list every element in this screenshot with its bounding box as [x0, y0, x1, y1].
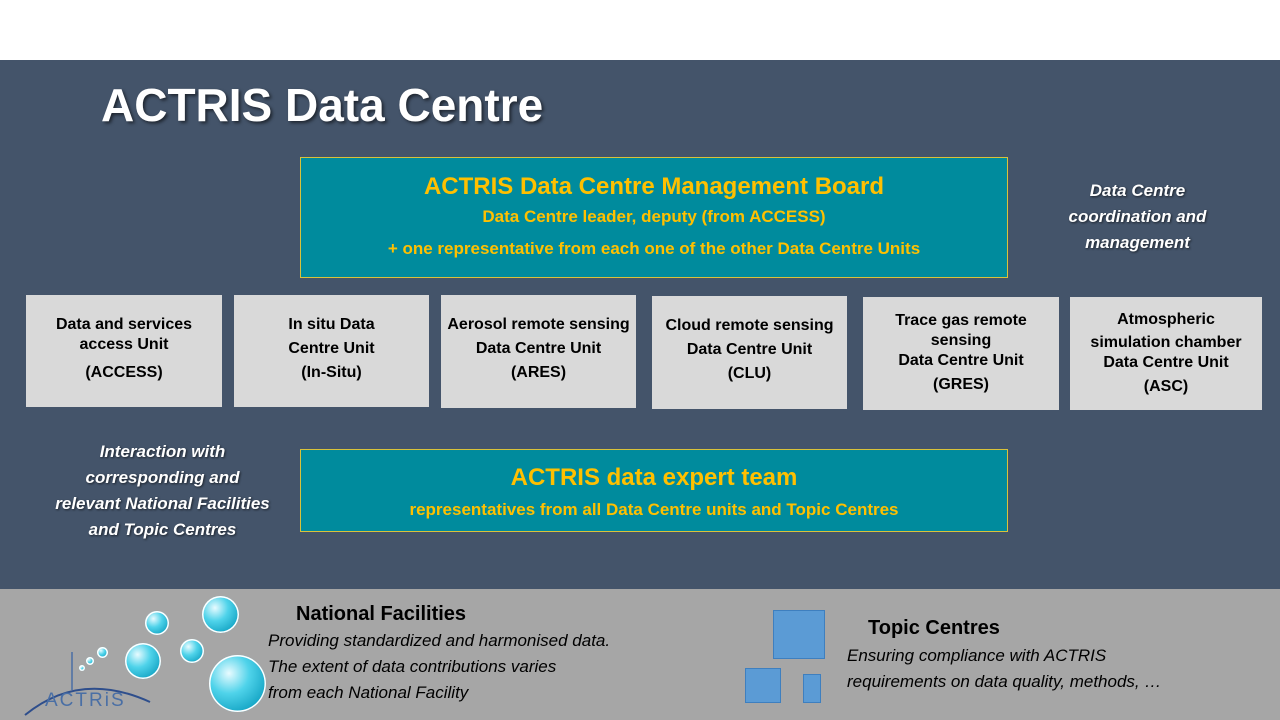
- coordination-label-line: coordination and: [1068, 207, 1207, 226]
- logo-bubble: [145, 611, 169, 635]
- logo-text: ACTRiS: [45, 690, 126, 711]
- interaction-label-line: relevant National Facilities: [55, 494, 270, 513]
- interaction-label-line: Interaction with: [99, 442, 226, 461]
- logo-bubble: [209, 655, 266, 712]
- expert-team-box: ACTRIS data expert team representatives …: [300, 449, 1008, 532]
- unit-name-line: sensing: [930, 332, 992, 349]
- interaction-label: Interaction with corresponding and relev…: [40, 439, 285, 543]
- topic-centres-text: Ensuring compliance with ACTRIS requirem…: [847, 643, 1161, 695]
- unit-name-line: access Unit: [79, 336, 169, 353]
- unit-box-ares: Aerosol remote sensing Data Centre Unit …: [441, 295, 636, 408]
- unit-name-line: Data Centre Unit: [1103, 354, 1229, 371]
- topic-centres-line: requirements on data quality, methods, …: [847, 672, 1162, 691]
- unit-code: (CLU): [727, 365, 772, 382]
- logo-bubble: [202, 596, 239, 633]
- logo-bubble: [97, 647, 108, 658]
- management-board-line2: + one representative from each one of th…: [387, 239, 921, 258]
- unit-name-line: Data Centre Unit: [898, 352, 1024, 369]
- unit-code: (ACCESS): [85, 364, 163, 381]
- unit-box-clu: Cloud remote sensing Data Centre Unit (C…: [652, 296, 847, 409]
- topic-centres-line: Ensuring compliance with ACTRIS: [847, 646, 1107, 665]
- unit-name-line: Data Centre Unit: [475, 340, 602, 357]
- unit-box-in-situ: In situ Data Centre Unit (In-Situ): [234, 295, 429, 407]
- unit-name-line: Atmospheric: [1117, 311, 1215, 328]
- management-board-title: ACTRIS Data Centre Management Board: [423, 173, 885, 200]
- topic-square: [773, 610, 825, 659]
- unit-code: (In-Situ): [301, 364, 362, 381]
- unit-box-access: Data and services access Unit (ACCESS): [26, 295, 222, 407]
- page-title: ACTRIS Data Centre: [101, 79, 544, 131]
- unit-name-line: Aerosol remote sensing: [447, 316, 630, 333]
- unit-name-line: Centre Unit: [288, 340, 375, 357]
- coordination-label: Data Centre coordination and management: [1050, 178, 1225, 256]
- logo-bubble: [125, 643, 161, 679]
- unit-name-line: In situ Data: [288, 316, 375, 333]
- unit-box-asc: Atmospheric simulation chamber Data Cent…: [1070, 297, 1262, 410]
- unit-name-line: Trace gas remote: [895, 312, 1027, 329]
- logo-bubble: [79, 665, 85, 671]
- national-facilities-line: The extent of data contributions varies: [268, 657, 557, 676]
- unit-code: (GRES): [933, 376, 989, 393]
- management-board-box: ACTRIS Data Centre Management Board Data…: [300, 157, 1008, 278]
- interaction-label-line: and Topic Centres: [88, 520, 237, 539]
- logo-bubble: [86, 657, 94, 665]
- national-facilities-title: National Facilities: [296, 603, 467, 625]
- national-facilities-line: Providing standardized and harmonised da…: [268, 631, 611, 650]
- logo-bubble: [180, 639, 204, 663]
- topic-centres-title: Topic Centres: [868, 617, 1000, 639]
- unit-name-line: Data Centre Unit: [686, 341, 813, 358]
- unit-code: (ARES): [510, 364, 567, 381]
- management-board-line1: Data Centre leader, deputy (from ACCESS): [482, 207, 826, 226]
- unit-box-gres: Trace gas remote sensing Data Centre Uni…: [863, 297, 1059, 410]
- topic-square: [745, 668, 781, 703]
- unit-name-line: Data and services: [55, 316, 193, 333]
- national-facilities-line: from each National Facility: [268, 683, 469, 702]
- unit-name-line: simulation chamber: [1090, 334, 1242, 351]
- topic-square: [803, 674, 821, 703]
- expert-team-subtitle: representatives from all Data Centre uni…: [409, 500, 899, 519]
- unit-code: (ASC): [1143, 378, 1189, 395]
- logo-arc-icon: [24, 652, 151, 716]
- coordination-label-line: management: [1085, 233, 1190, 252]
- interaction-label-line: corresponding and: [85, 468, 240, 487]
- national-facilities-text: Providing standardized and harmonised da…: [268, 628, 610, 706]
- unit-name-line: Cloud remote sensing: [665, 317, 834, 334]
- coordination-label-line: Data Centre: [1089, 181, 1186, 200]
- expert-team-title: ACTRIS data expert team: [510, 464, 798, 491]
